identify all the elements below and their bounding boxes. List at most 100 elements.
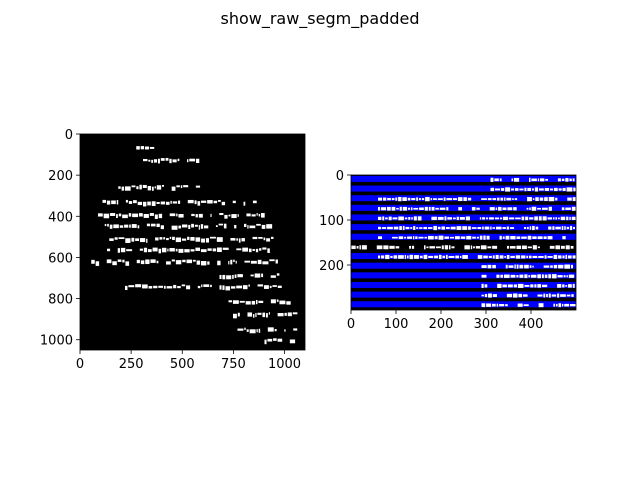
ink-stroke [155, 237, 159, 241]
ink-stroke [549, 245, 555, 249]
ink-stroke [438, 254, 442, 260]
ink-stroke [385, 217, 388, 220]
ink-stroke [490, 177, 494, 182]
ink-stroke [487, 246, 492, 249]
ink-stroke [413, 207, 419, 210]
ink-stroke [543, 293, 546, 298]
ink-stroke [239, 300, 245, 303]
ink-stroke [150, 259, 156, 263]
ink-stroke [526, 207, 529, 210]
ink-stroke [548, 196, 555, 202]
ink-stroke [555, 245, 561, 250]
ink-stroke [249, 225, 256, 229]
ink-stroke [250, 260, 257, 264]
ink-stroke [398, 216, 404, 221]
ink-stroke [538, 216, 542, 221]
ink-stroke [505, 187, 511, 192]
ink-stroke [481, 198, 487, 200]
ink-stroke [454, 236, 460, 240]
ink-stroke [233, 259, 235, 263]
ink-stroke [378, 216, 382, 221]
ink-stroke [496, 274, 500, 278]
ink-stroke [169, 248, 175, 252]
ink-stroke [538, 188, 544, 191]
ink-stroke [107, 223, 109, 227]
ink-stroke [431, 206, 435, 211]
ink-stroke [405, 226, 410, 230]
ink-stroke [158, 248, 162, 254]
ink-stroke [572, 178, 575, 182]
ink-stroke [458, 197, 463, 202]
ink-stroke [526, 226, 529, 230]
ink-stroke [98, 213, 103, 217]
ink-stroke [506, 197, 512, 201]
ink-stroke [275, 259, 278, 264]
ink-stroke [176, 185, 180, 188]
ink-stroke [471, 227, 477, 229]
ink-stroke [442, 255, 446, 259]
ink-stroke [359, 245, 361, 250]
ink-stroke [482, 226, 484, 230]
ink-stroke [456, 216, 459, 221]
ink-stroke [236, 248, 242, 251]
ink-stroke [246, 329, 249, 332]
ink-stroke [494, 178, 499, 182]
ink-stroke [524, 264, 529, 269]
ink-stroke [267, 327, 274, 332]
ink-stroke [248, 248, 252, 253]
ink-stroke [231, 214, 237, 219]
ink-stroke [537, 274, 541, 279]
y-tick-label: 0 [336, 169, 344, 184]
ink-stroke [479, 217, 482, 220]
ink-stroke [218, 200, 221, 202]
ink-stroke [252, 314, 255, 318]
ink-stroke [188, 224, 191, 230]
ink-stroke [166, 286, 173, 289]
ink-stroke [484, 226, 490, 230]
ink-stroke [131, 224, 137, 228]
ink-stroke [252, 200, 257, 204]
ink-stroke [175, 237, 182, 243]
ink-stroke [228, 300, 233, 303]
ink-stroke [125, 261, 130, 266]
ink-stroke [423, 254, 428, 260]
ink-stroke [527, 187, 532, 192]
ink-stroke [143, 247, 148, 253]
ink-stroke [151, 201, 156, 206]
ink-stroke [222, 274, 226, 280]
ink-stroke [541, 207, 548, 210]
ink-stroke [560, 294, 566, 297]
ink-stroke [110, 213, 116, 217]
ink-stroke [459, 255, 462, 259]
ink-stroke [521, 216, 525, 221]
ink-stroke [232, 300, 239, 304]
x-tick-label: 250 [119, 357, 144, 372]
ink-stroke [207, 248, 212, 251]
ink-stroke [532, 245, 537, 250]
ink-stroke [548, 206, 552, 211]
ink-stroke [419, 255, 423, 259]
ink-stroke [237, 328, 244, 331]
ink-stroke [160, 201, 166, 205]
ink-stroke [198, 213, 203, 218]
ink-stroke [289, 339, 296, 344]
ink-stroke [446, 254, 448, 260]
ink-stroke [172, 201, 178, 204]
x-tick-label: 400 [519, 317, 544, 332]
ink-stroke [106, 200, 111, 205]
ink-stroke [122, 259, 125, 263]
ink-stroke [262, 261, 269, 265]
ink-stroke [555, 197, 558, 201]
ink-stroke [270, 236, 274, 239]
ink-stroke [175, 248, 178, 252]
ink-stroke [429, 246, 435, 249]
ink-stroke [567, 284, 572, 288]
ink-stroke [545, 178, 548, 181]
ink-stroke [555, 217, 557, 220]
ink-stroke [197, 285, 201, 289]
ink-stroke [530, 274, 537, 278]
ink-stroke [258, 213, 261, 217]
ink-stroke [529, 265, 532, 268]
ink-stroke [187, 159, 189, 163]
ink-stroke [154, 186, 156, 189]
